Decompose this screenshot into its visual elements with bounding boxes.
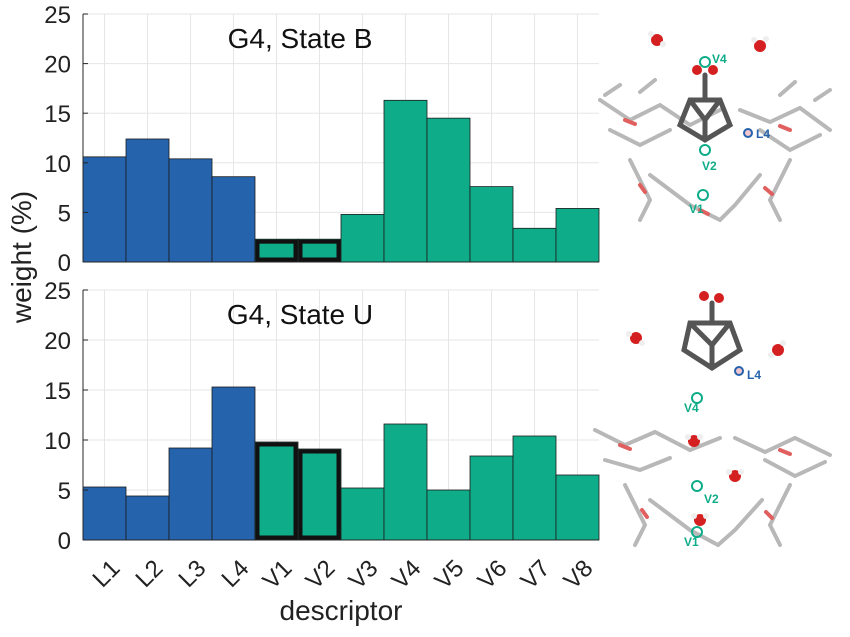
chart-panels: 0 5 10 15 20 25 G4, State B 0 5 10 15 20 25 G4, State… bbox=[44, 2, 600, 595]
bar-v6 bbox=[469, 186, 514, 263]
bar-l1 bbox=[82, 486, 127, 541]
y-tick-label: 5 bbox=[58, 478, 71, 505]
molecule-image-state-b: V4 L4 V2 V1 bbox=[598, 31, 832, 222]
x-tick-label: V2 bbox=[301, 555, 341, 595]
bar-l2 bbox=[125, 138, 170, 263]
mol-label-u-l4: L4 bbox=[747, 368, 761, 382]
y-tick-label: 15 bbox=[44, 378, 71, 405]
bar-l2 bbox=[125, 495, 170, 541]
mol-label-u-v2: V2 bbox=[704, 492, 719, 506]
bar-highlight-v1 bbox=[255, 442, 298, 540]
x-tick-label: V3 bbox=[344, 555, 384, 595]
bar-highlight-v2 bbox=[298, 449, 341, 540]
y-tick-label: 10 bbox=[44, 428, 71, 455]
bar-l4 bbox=[211, 176, 256, 263]
bar-v8 bbox=[555, 474, 600, 541]
bar-v6 bbox=[469, 455, 514, 541]
mol-label-b-v2: V2 bbox=[702, 159, 717, 173]
x-tick-label: V6 bbox=[473, 555, 513, 595]
bar-v7 bbox=[512, 227, 557, 263]
x-axis-title: descriptor bbox=[280, 595, 403, 626]
bar-v5 bbox=[426, 117, 471, 263]
y-tick-label: 20 bbox=[44, 328, 71, 355]
bar-l3 bbox=[168, 158, 213, 263]
y-tick-label: 25 bbox=[44, 2, 71, 29]
y-tick-label: 25 bbox=[44, 278, 71, 305]
bar-l3 bbox=[168, 447, 213, 541]
chart-panel-1: 0 5 10 15 20 25 G4, State B bbox=[44, 2, 600, 277]
x-tick-label: L4 bbox=[216, 555, 254, 593]
mol-label-u-v4: V4 bbox=[684, 401, 699, 415]
y-tick-label: 20 bbox=[44, 52, 71, 79]
x-tick-label: L2 bbox=[130, 555, 168, 593]
y-tick-label: 10 bbox=[44, 151, 71, 178]
bar-l4 bbox=[211, 386, 256, 541]
bar-v8 bbox=[555, 208, 600, 263]
bar-v3 bbox=[340, 487, 385, 541]
x-tick-label: V7 bbox=[516, 555, 556, 595]
y-tick-label: 5 bbox=[58, 200, 71, 227]
y-tick-label: 0 bbox=[58, 528, 71, 555]
bar-highlight-v2 bbox=[298, 239, 341, 262]
bar-v5 bbox=[426, 489, 471, 541]
molecule-image-state-u: L4 V4 V2 V1 bbox=[593, 291, 832, 549]
bar-v7 bbox=[512, 435, 557, 541]
x-tick-label: V5 bbox=[430, 555, 470, 595]
panel-title: G4, State B bbox=[228, 23, 373, 54]
x-tick-label: L3 bbox=[173, 555, 211, 593]
mol-label-b-v4: V4 bbox=[712, 52, 727, 66]
bar-v3 bbox=[340, 213, 385, 263]
mol-label-b-v1: V1 bbox=[689, 202, 704, 216]
bar-v2 bbox=[297, 448, 342, 541]
x-tick-label: V8 bbox=[559, 555, 599, 595]
y-tick-label: 15 bbox=[44, 101, 71, 128]
bar-v1 bbox=[254, 441, 299, 541]
x-tick-label: V1 bbox=[258, 555, 298, 595]
bar-v4 bbox=[383, 423, 428, 541]
bar-v4 bbox=[383, 99, 428, 263]
mol-label-b-l4: L4 bbox=[756, 127, 770, 141]
x-tick-label: L1 bbox=[87, 555, 125, 593]
bar-highlight-v1 bbox=[255, 239, 298, 262]
mol-label-u-v1: V1 bbox=[684, 535, 699, 549]
panel-title: G4, State U bbox=[227, 299, 373, 330]
y-tick-label: 0 bbox=[58, 250, 71, 277]
x-tick-label: V4 bbox=[387, 555, 427, 595]
y-axis-title: weight (%) bbox=[6, 191, 37, 324]
bar-l1 bbox=[82, 156, 127, 263]
